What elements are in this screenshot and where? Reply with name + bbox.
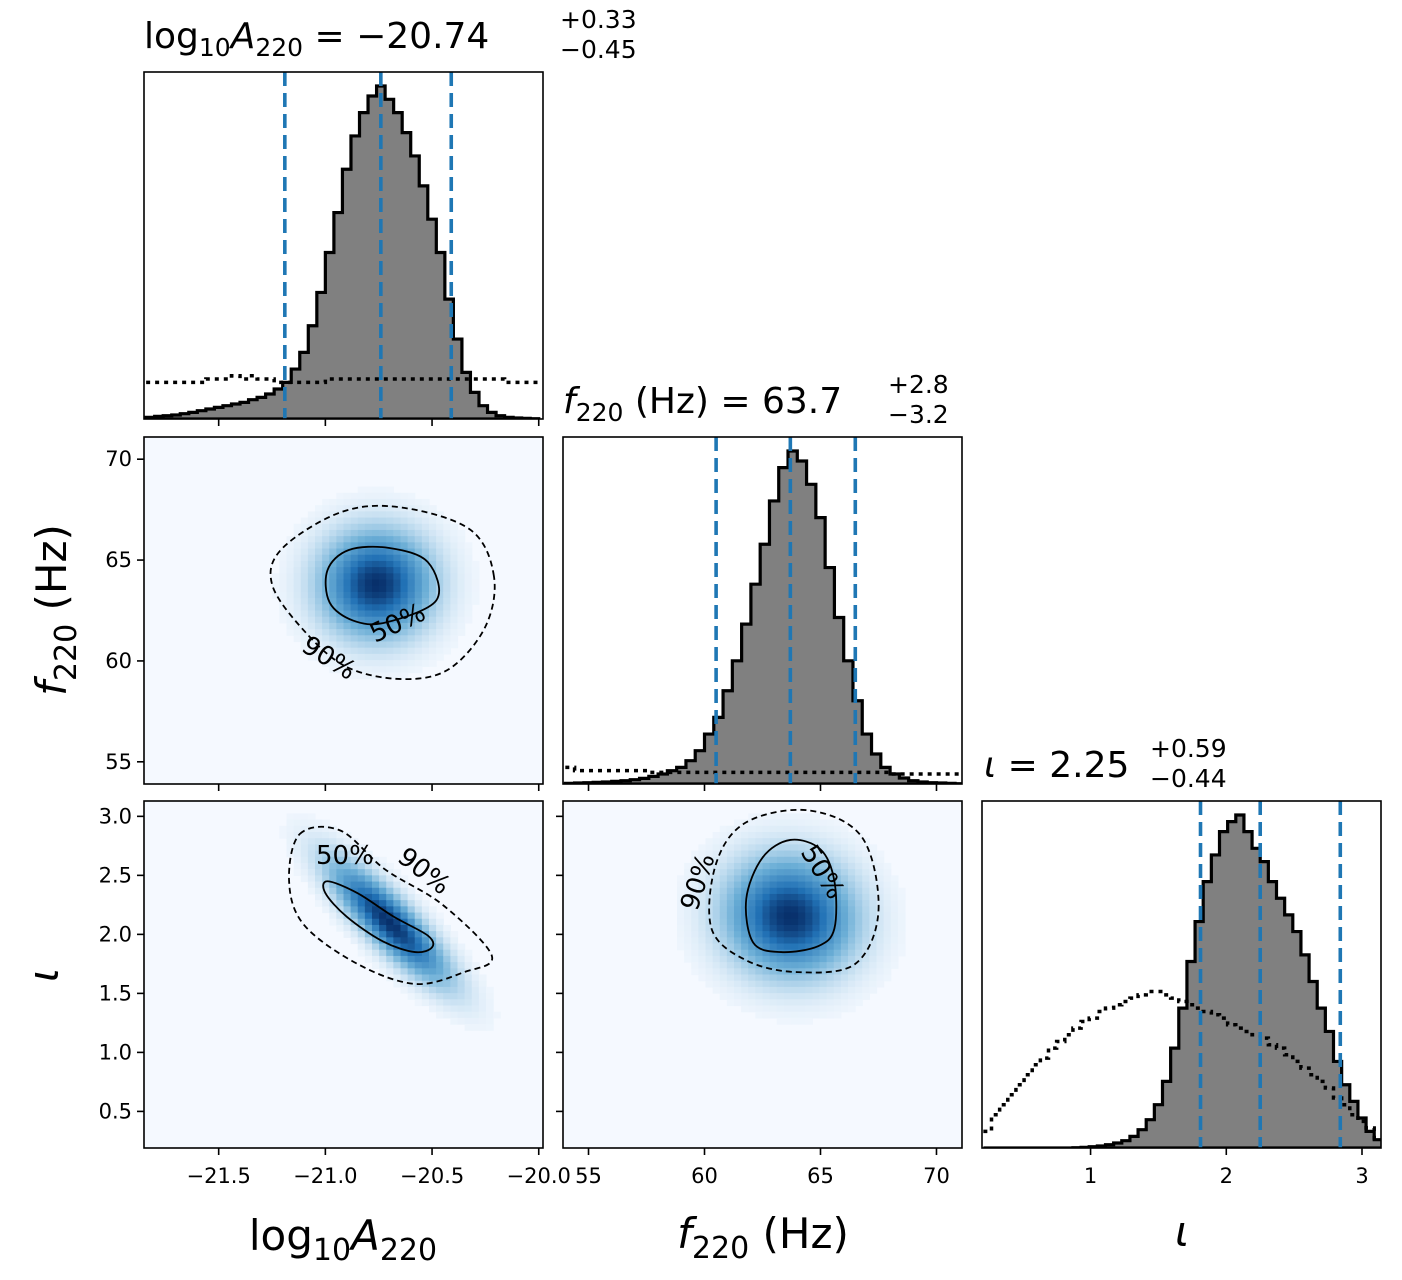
ylabel-iota: ι: [19, 968, 68, 982]
x-tick-label: −20.5: [400, 1164, 464, 1188]
hist-iota-panel: [981, 800, 1382, 1149]
xlabel-iota: ι: [1175, 1207, 1189, 1256]
y-tick-label: 65: [105, 548, 132, 572]
density-iota-vs-f220-panel: [562, 800, 963, 1149]
title-f220-lower-error: −3.2: [888, 400, 949, 429]
x-tick-label: −21.5: [186, 1164, 250, 1188]
x-tick-label: 1: [1084, 1164, 1097, 1188]
prior-histogram: [983, 989, 1381, 1140]
y-tick-label: 60: [105, 649, 132, 673]
density-f220-vs-logA-panel: [143, 436, 544, 785]
y-tick-label: 70: [105, 447, 132, 471]
axes-frame: [143, 436, 544, 785]
contour-90: [708, 808, 880, 974]
y-tick-label: 3.0: [99, 804, 132, 828]
x-tick-label: −20.0: [507, 1164, 571, 1188]
x-tick-label: 55: [575, 1164, 602, 1188]
y-tick-label: 0.5: [99, 1099, 132, 1123]
hist-f220-panel: [562, 436, 963, 785]
x-tick-label: 3: [1355, 1164, 1368, 1188]
axes-frame: [562, 436, 963, 785]
posterior-histogram: [563, 449, 962, 784]
prior-histogram: [565, 765, 962, 776]
axes-frame: [562, 800, 963, 1149]
tick-layer: −21.5 −21.0 −20.5 −20.0 55 60 65 70 1 2 3556065700…: [99, 419, 1369, 1188]
title-iota: ι = 2.25: [984, 745, 1129, 786]
title-iota-upper-error: +0.59: [1150, 734, 1227, 763]
title-logA-lower-error: −0.45: [560, 35, 637, 64]
density-cells: [144, 437, 543, 784]
density-cells: [144, 801, 543, 1148]
y-tick-label: 2.0: [99, 922, 132, 946]
prior-histogram: [146, 373, 539, 385]
title-logA: log10A220 = −20.74: [144, 16, 489, 62]
xlabel-f220: f220 (Hz): [677, 1209, 849, 1266]
x-tick-label: 65: [807, 1164, 834, 1188]
axes-frame: [143, 71, 544, 420]
contour-50: [322, 880, 435, 954]
axes-frame: [143, 800, 544, 1149]
y-tick-label: 1.5: [99, 981, 132, 1005]
hist-logA-panel: [143, 71, 544, 420]
contour-label-50-panel2: 50%: [316, 841, 374, 871]
density-iota-vs-logA-panel: [143, 800, 544, 1149]
y-tick-label: 2.5: [99, 863, 132, 887]
posterior-histogram: [983, 813, 1381, 1148]
contour-50: [324, 545, 440, 626]
ylabel-f220: f220 (Hz): [27, 524, 84, 696]
x-tick-label: 60: [691, 1164, 718, 1188]
xlabel-logA: log10A220: [249, 1211, 437, 1268]
title-iota-lower-error: −0.44: [1150, 764, 1227, 793]
posterior-histogram: [144, 84, 541, 419]
title-f220: f220 (Hz) = 63.7: [563, 381, 842, 427]
density-cells: [563, 801, 962, 1148]
title-f220-upper-error: +2.8: [888, 370, 949, 399]
y-tick-label: 1.0: [99, 1040, 132, 1064]
x-tick-label: 70: [923, 1164, 950, 1188]
title-logA-upper-error: +0.33: [560, 5, 637, 34]
x-tick-label: 2: [1220, 1164, 1233, 1188]
x-tick-label: −21.0: [293, 1164, 357, 1188]
y-tick-label: 55: [105, 750, 132, 774]
contour-90: [269, 504, 496, 681]
axes-frame: [981, 800, 1382, 1149]
contour-50: [744, 838, 838, 954]
